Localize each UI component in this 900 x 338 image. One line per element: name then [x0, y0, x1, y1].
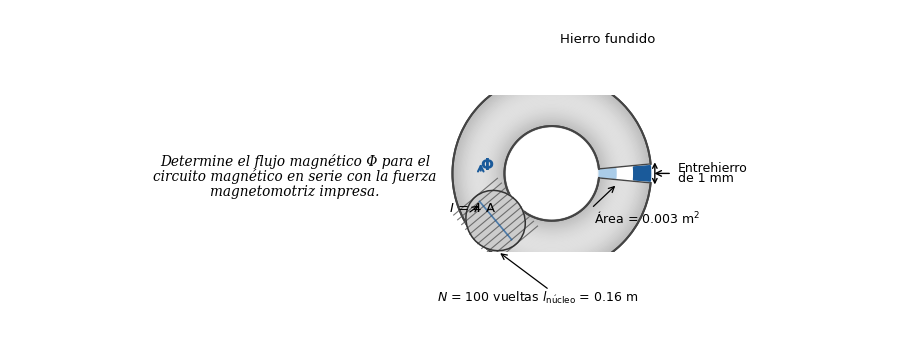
Text: Entrehierro: Entrehierro: [678, 162, 747, 175]
Text: magnetomotriz impresa.: magnetomotriz impresa.: [211, 185, 380, 198]
Circle shape: [453, 74, 651, 273]
Text: circuito magnético en serie con la fuerza: circuito magnético en serie con la fuerz…: [153, 169, 436, 184]
Wedge shape: [599, 168, 616, 178]
Circle shape: [504, 126, 599, 221]
Text: Φ: Φ: [481, 158, 493, 173]
Text: Área = 0.003 m$^2$: Área = 0.003 m$^2$: [594, 210, 700, 226]
Text: Hierro fundido: Hierro fundido: [560, 33, 655, 46]
Text: $N$ = 100 vueltas $l_{\mathrm{n\acute{u}cleo}}$ = 0.16 m: $N$ = 100 vueltas $l_{\mathrm{n\acute{u}…: [437, 290, 638, 306]
Ellipse shape: [466, 190, 526, 251]
Text: Determine el flujo magnético Φ para el: Determine el flujo magnético Φ para el: [160, 154, 430, 169]
Wedge shape: [598, 164, 652, 183]
Text: de 1 mm: de 1 mm: [678, 172, 734, 186]
Text: $I$ = 4 A: $I$ = 4 A: [449, 202, 496, 215]
Wedge shape: [634, 166, 651, 181]
